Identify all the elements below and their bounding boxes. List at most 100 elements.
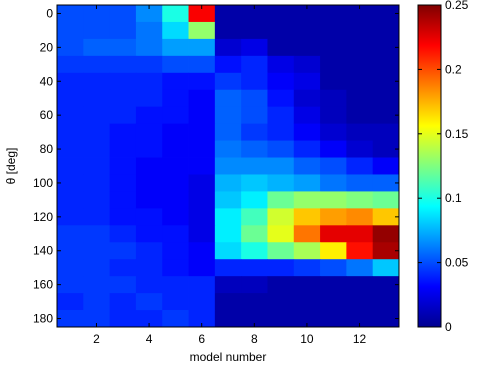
heatmap-cell <box>214 140 242 158</box>
heatmap-cell <box>241 72 268 91</box>
heatmap-cell <box>188 38 216 57</box>
heatmap-cell <box>109 38 137 57</box>
heatmap-cell <box>162 106 189 125</box>
heatmap-cell <box>293 38 321 57</box>
heatmap-cell <box>162 21 189 40</box>
heatmap-cell <box>293 157 321 175</box>
heatmap-cell <box>57 208 84 226</box>
heatmap-cell <box>188 276 216 294</box>
x-tick-label: 12 <box>353 332 367 346</box>
x-tick-label: 2 <box>93 332 100 346</box>
heatmap-cell <box>293 55 321 74</box>
colorbar <box>417 4 442 328</box>
heatmap-cell <box>372 310 400 328</box>
heatmap-cell <box>372 55 400 74</box>
heatmap-cell <box>162 208 189 226</box>
heatmap-cell <box>109 72 137 91</box>
x-tick-label: 4 <box>146 332 153 346</box>
heatmap-cell <box>188 208 216 226</box>
heatmap-cell <box>162 157 189 175</box>
heatmap-cell <box>57 276 84 294</box>
heatmap-cell <box>214 55 242 74</box>
heatmap-cell <box>372 5 400 23</box>
heatmap-cell <box>135 174 163 192</box>
y-tick-label: 80 <box>40 142 54 156</box>
heatmap-cell <box>267 293 295 311</box>
heatmap-cell <box>267 310 295 328</box>
heatmap-cell <box>57 225 84 243</box>
heatmap-cell <box>346 21 374 40</box>
heatmap-cell <box>267 208 295 226</box>
heatmap-cell <box>57 157 84 175</box>
heatmap-cell <box>109 21 137 40</box>
heatmap-cell <box>372 123 400 141</box>
heatmap-cell <box>109 55 137 74</box>
heatmap-cell <box>293 191 321 209</box>
heatmap-cell <box>188 72 216 91</box>
heatmap-cell <box>320 310 347 328</box>
heatmap-cell <box>135 276 163 294</box>
heatmap-cell <box>320 259 347 277</box>
y-tick-label: 40 <box>40 74 54 88</box>
heatmap-cell <box>83 208 111 226</box>
heatmap-cell <box>57 242 84 260</box>
heatmap-cell <box>320 21 347 40</box>
heatmap-cell <box>83 38 111 57</box>
heatmap-cell <box>372 140 400 158</box>
heatmap-cell <box>293 106 321 125</box>
heatmap-cell <box>109 242 137 260</box>
heatmap-cell <box>162 38 189 57</box>
heatmap-cell <box>346 310 374 328</box>
heatmap-cell <box>83 89 111 108</box>
heatmap-cell <box>83 293 111 311</box>
heatmap-cell <box>241 191 268 209</box>
heatmap-cell <box>267 38 295 57</box>
heatmap-cell <box>109 140 137 158</box>
heatmap-cell <box>320 293 347 311</box>
heatmap-cell <box>293 242 321 260</box>
heatmap-cell <box>293 72 321 91</box>
heatmap-cell <box>293 310 321 328</box>
heatmap-cell <box>214 106 242 125</box>
heatmap-cell <box>241 5 268 23</box>
heatmap-cell <box>188 293 216 311</box>
heatmap-cell <box>214 259 242 277</box>
heatmap-cell <box>372 174 400 192</box>
heatmap-cell <box>135 259 163 277</box>
heatmap-cell <box>372 259 400 277</box>
heatmap-cell <box>83 21 111 40</box>
heatmap-cell <box>214 72 242 91</box>
heatmap-cell <box>293 276 321 294</box>
heatmap-cell <box>214 208 242 226</box>
heatmap-cell <box>346 191 374 209</box>
heatmap-cell <box>214 276 242 294</box>
heatmap-cell <box>135 225 163 243</box>
heatmap-cell <box>214 21 242 40</box>
heatmap-cell <box>293 225 321 243</box>
heatmap-cell <box>320 106 347 125</box>
heatmap-cell <box>372 106 400 125</box>
heatmap-cell <box>83 276 111 294</box>
heatmap-cell <box>241 174 268 192</box>
heatmap-cell <box>188 174 216 192</box>
heatmap-cell <box>372 276 400 294</box>
heatmap-cell <box>188 259 216 277</box>
heatmap-cell <box>214 157 242 175</box>
heatmap-cell <box>346 157 374 175</box>
heatmap-cell <box>346 225 374 243</box>
heatmap-cell <box>162 310 189 328</box>
heatmap-cell <box>83 174 111 192</box>
heatmap-cell <box>135 310 163 328</box>
heatmap-cell <box>320 55 347 74</box>
x-axis-ticks: 2 4 6 8 10 12 <box>93 5 367 346</box>
heatmap-cell <box>188 157 216 175</box>
heatmap-cell <box>267 72 295 91</box>
heatmap-cell <box>214 38 242 57</box>
heatmap-cell <box>346 293 374 311</box>
heatmap-cell <box>57 106 84 125</box>
heatmap-cell <box>214 310 242 328</box>
heatmap-cell <box>135 208 163 226</box>
heatmap-cell <box>57 310 84 328</box>
heatmap-cell <box>320 191 347 209</box>
heatmap-cell <box>372 38 400 57</box>
